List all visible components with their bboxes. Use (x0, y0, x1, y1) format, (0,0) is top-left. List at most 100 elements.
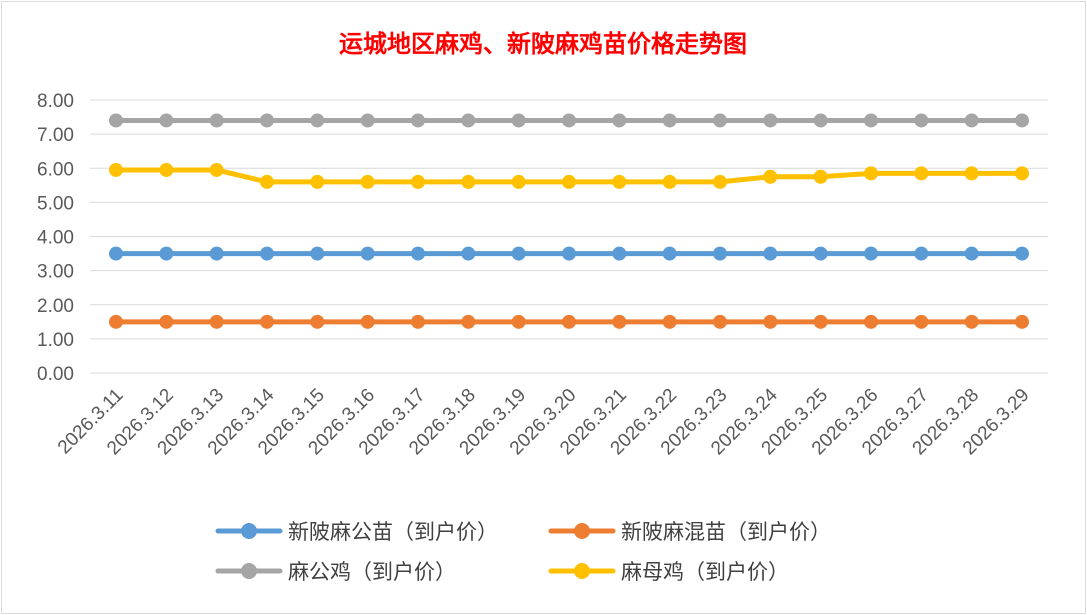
legend-item[interactable]: 新陂麻混苗（到户价） (548, 520, 831, 544)
data-point (662, 246, 677, 261)
data-point (159, 246, 174, 261)
data-point (914, 113, 929, 128)
data-point (209, 314, 224, 329)
data-point (109, 162, 123, 177)
data-point (360, 113, 375, 128)
data-point (461, 113, 476, 128)
y-tick-label: 2.00 (37, 296, 74, 317)
data-point (713, 314, 727, 329)
y-tick-label: 0.00 (37, 364, 74, 385)
data-point (109, 246, 123, 261)
data-point (360, 174, 375, 189)
data-point (964, 166, 979, 181)
legend-label: 麻公鸡（到户价） (288, 560, 456, 584)
data-point (864, 246, 878, 261)
legend-swatch-marker (574, 523, 590, 539)
data-point (562, 113, 576, 128)
y-tick-label: 8.00 (37, 91, 74, 112)
series-3 (109, 113, 1029, 128)
data-point (310, 113, 325, 128)
data-point (511, 174, 526, 189)
legend-item[interactable]: 新陂麻公苗（到户价） (215, 520, 498, 544)
data-point (411, 113, 425, 128)
data-point (461, 314, 476, 329)
data-point (713, 113, 727, 128)
data-point (713, 174, 727, 189)
data-point (562, 314, 576, 329)
data-point (612, 314, 627, 329)
gridlines (90, 99, 1048, 374)
data-point (360, 246, 375, 261)
data-point (763, 113, 778, 128)
data-point (260, 246, 274, 261)
data-point (763, 314, 778, 329)
legend-swatch-marker (241, 523, 257, 539)
legend-swatch-marker (574, 563, 590, 579)
series-2 (109, 314, 1029, 329)
data-point (964, 314, 979, 329)
data-point (964, 246, 979, 261)
data-point (864, 113, 878, 128)
data-point (662, 174, 677, 189)
data-point (914, 166, 929, 181)
legend: 新陂麻公苗（到户价） 新陂麻混苗（到户价） 麻公鸡（到户价） 麻母鸡（到户价） (215, 520, 831, 584)
data-point (209, 162, 224, 177)
data-point (209, 113, 224, 128)
data-point (562, 246, 576, 261)
chart-title: 运城地区麻鸡、新陂麻鸡苗价格走势图 (339, 29, 747, 58)
legend-label: 新陂麻公苗（到户价） (288, 520, 498, 544)
legend-label: 新陂麻混苗（到户价） (621, 520, 831, 544)
data-point (411, 174, 425, 189)
data-point (612, 174, 627, 189)
series-4 (109, 162, 1029, 189)
data-point (1015, 246, 1029, 261)
data-point (813, 314, 828, 329)
data-point (511, 246, 526, 261)
data-point (511, 314, 526, 329)
data-point (914, 246, 929, 261)
data-point (612, 113, 627, 128)
data-point (662, 314, 677, 329)
legend-item[interactable]: 麻公鸡（到户价） (215, 560, 456, 584)
data-point (260, 314, 274, 329)
series-group (109, 113, 1029, 329)
data-point (360, 314, 375, 329)
data-point (310, 314, 325, 329)
data-point (260, 113, 274, 128)
data-point (864, 166, 878, 181)
legend-swatch-marker (241, 563, 257, 579)
data-point (914, 314, 929, 329)
data-point (461, 174, 476, 189)
y-tick-label: 6.00 (37, 159, 74, 180)
data-point (159, 314, 174, 329)
data-point (713, 246, 727, 261)
data-point (310, 246, 325, 261)
data-point (1015, 113, 1029, 128)
data-point (159, 113, 174, 128)
data-point (209, 246, 224, 261)
data-point (562, 174, 576, 189)
legend-item[interactable]: 麻母鸡（到户价） (548, 560, 789, 584)
series-1 (109, 246, 1029, 261)
y-axis-ticks: 0.00 1.00 2.00 3.00 4.00 5.00 6.00 7.00 8.00 (37, 91, 74, 385)
data-point (109, 314, 123, 329)
data-point (763, 169, 778, 184)
y-tick-label: 7.00 (37, 125, 74, 146)
data-point (813, 169, 828, 184)
data-point (612, 246, 627, 261)
legend-label: 麻母鸡（到户价） (621, 560, 789, 584)
data-point (511, 113, 526, 128)
data-point (662, 113, 677, 128)
data-point (159, 162, 174, 177)
data-point (310, 174, 325, 189)
data-point (813, 246, 828, 261)
y-tick-label: 3.00 (37, 262, 74, 283)
data-point (864, 314, 878, 329)
data-point (109, 113, 123, 128)
data-point (260, 174, 274, 189)
data-point (964, 113, 979, 128)
y-tick-label: 4.00 (37, 228, 74, 249)
